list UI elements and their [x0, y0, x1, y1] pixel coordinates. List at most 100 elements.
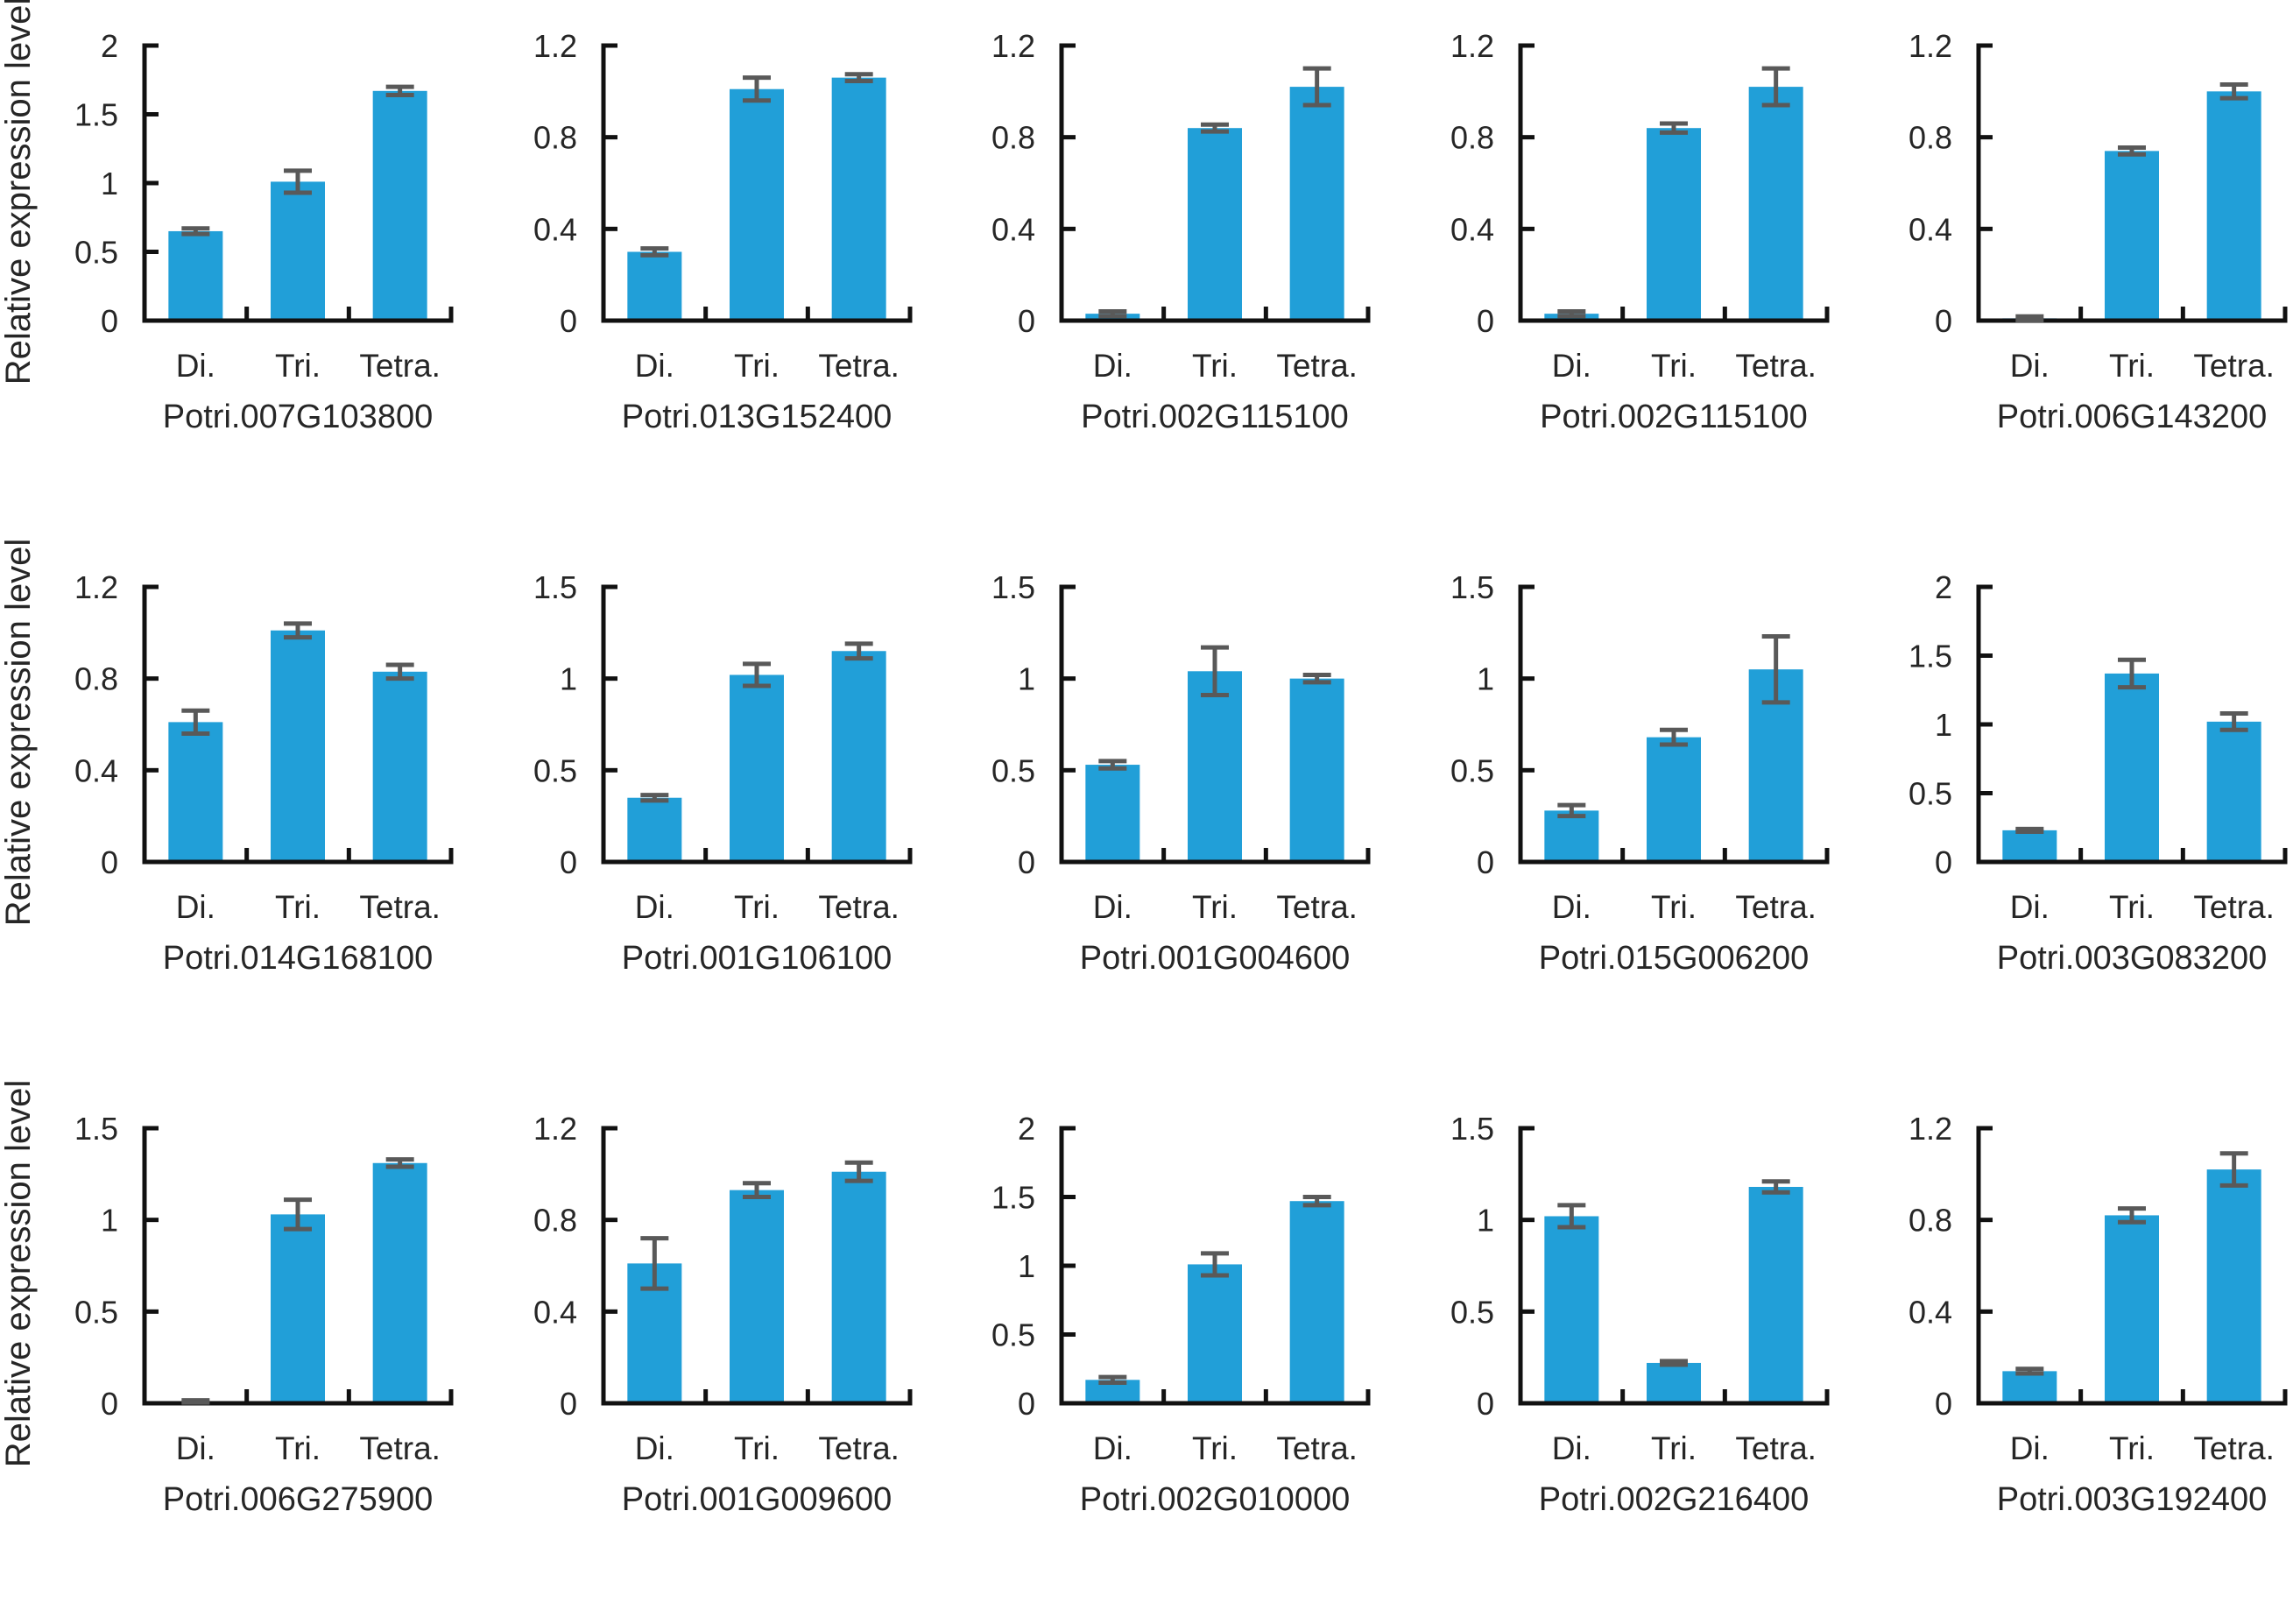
- gene-label: Potri.001G004600: [1080, 940, 1350, 977]
- y-tick-label: 0: [1018, 303, 1035, 339]
- gene-label: Potri.003G192400: [1997, 1481, 2267, 1518]
- subplot-r2c2: 0 0.5 1 1.5 Di. Tri. Tetra. Potri.001G106100: [459, 541, 918, 1083]
- bar-di: [168, 230, 223, 321]
- error-bar-di: [1557, 1203, 1586, 1230]
- y-tick-label: 0.8: [533, 1203, 577, 1239]
- chart-canvas: 0 0.4 0.8 1.2 Di. Tri. Tetra. Potri.002G115100: [991, 28, 1371, 435]
- subplot-r2c3: 0 0.5 1 1.5 Di. Tri. Tetra. Potri.001G004600: [917, 541, 1376, 1083]
- y-tick-label: 1.5: [991, 1179, 1035, 1215]
- y-tick-label: 1.5: [1450, 1111, 1494, 1147]
- error-bar-di: [1098, 1374, 1127, 1385]
- bar-tetra: [372, 1162, 427, 1403]
- y-tick-label: 1.2: [1908, 28, 1952, 64]
- bar-tri: [1188, 1264, 1243, 1403]
- x-category-label: Di.: [1093, 889, 1132, 925]
- subplot-r1c4: 0 0.4 0.8 1.2 Di. Tri. Tetra. Potri.002G115100: [1376, 0, 1835, 541]
- x-category-label: Tetra.: [359, 1430, 441, 1466]
- y-tick-label: 0: [1018, 844, 1035, 880]
- y-tick-label: 0.5: [991, 1317, 1035, 1352]
- error-bar-di: [2015, 314, 2044, 322]
- subplot-r3c2: 0 0.4 0.8 1.2 Di. Tri. Tetra. Potri.001G009600: [459, 1083, 918, 1624]
- x-category-label: Tetra.: [1735, 889, 1817, 925]
- bar-tri: [271, 1214, 325, 1403]
- x-category-label: Di.: [634, 1430, 674, 1466]
- x-category-label: Tri.: [1192, 889, 1238, 925]
- bar-tetra: [372, 90, 427, 321]
- y-tick-label: 0.5: [1450, 1294, 1494, 1330]
- error-bar-di: [639, 246, 668, 258]
- error-bar-tri: [1659, 121, 1688, 135]
- x-category-label: Tetra.: [1735, 348, 1817, 384]
- bar-di: [626, 797, 681, 862]
- gene-label: Potri.002G010000: [1080, 1481, 1350, 1518]
- y-tick-label: 0: [101, 844, 118, 880]
- y-tick-label: 1.5: [533, 569, 577, 605]
- y-tick-label: 1.2: [991, 28, 1035, 64]
- subplot-r3c5: 0 0.4 0.8 1.2 Di. Tri. Tetra. Potri.003G192400: [1834, 1083, 2293, 1624]
- error-bar-di: [1557, 309, 1586, 319]
- x-category-label: Tri.: [275, 889, 321, 925]
- y-tick-label: 0: [560, 844, 577, 880]
- y-tick-label: 1: [560, 661, 577, 697]
- error-bar-tri: [2118, 657, 2147, 690]
- y-tick-label: 0.4: [1450, 211, 1494, 247]
- y-tick-label: 0.4: [533, 1294, 577, 1330]
- bar-tri: [729, 88, 784, 321]
- y-tick-label: 1.2: [74, 569, 118, 605]
- y-tick-label: 0.5: [74, 234, 118, 270]
- subplot-r3c4: 0 0.5 1 1.5 Di. Tri. Tetra. Potri.002G216400: [1376, 1083, 1835, 1624]
- x-category-label: Tetra.: [2194, 889, 2275, 925]
- x-category-label: Tri.: [2109, 889, 2155, 925]
- bar-tetra: [1289, 1201, 1344, 1403]
- subplot-r2c1: 0 0.4 0.8 1.2 Di. Tri. Tetra. Potri.014G168100 R…: [0, 539, 459, 1083]
- error-bar-di: [2015, 826, 2044, 834]
- x-category-label: Di.: [634, 348, 674, 384]
- error-bar-tri: [1659, 727, 1688, 747]
- bar-tetra: [831, 77, 886, 321]
- y-tick-label: 1.5: [1908, 638, 1952, 674]
- y-tick-label: 0.8: [533, 120, 577, 156]
- bar-tri: [1188, 128, 1243, 321]
- x-category-label: Di.: [176, 348, 215, 384]
- error-bar-di: [1098, 309, 1127, 319]
- x-category-label: Di.: [176, 1430, 215, 1466]
- error-bar-tri: [742, 661, 771, 688]
- x-category-label: Tri.: [275, 1430, 321, 1466]
- y-tick-label: 0: [1477, 1386, 1494, 1422]
- x-category-label: Di.: [1093, 1430, 1132, 1466]
- error-bar-tetra: [1761, 634, 1790, 705]
- y-tick-label: 0.8: [74, 661, 118, 697]
- chart-canvas: 0 0.5 1 1.5 2 Di. Tri. Tetra. Potri.002G010000: [991, 1111, 1371, 1518]
- error-bar-tetra: [1302, 672, 1331, 685]
- chart-canvas: 0 0.4 0.8 1.2 Di. Tri. Tetra. Potri.001G009600: [533, 1111, 913, 1518]
- y-axis-title: Relative expression level: [0, 0, 38, 385]
- bar-tri: [1646, 128, 1701, 321]
- y-tick-label: 0.4: [74, 752, 118, 788]
- gene-label: Potri.001G009600: [621, 1481, 891, 1518]
- y-tick-label: 1.5: [74, 96, 118, 132]
- x-category-label: Tetra.: [1735, 1430, 1817, 1466]
- y-tick-label: 0: [560, 303, 577, 339]
- bar-di: [1544, 810, 1599, 862]
- x-category-label: Tri.: [2109, 1430, 2155, 1466]
- error-bar-tetra: [385, 662, 414, 681]
- bar-tetra: [831, 651, 886, 862]
- bar-tri: [729, 1190, 784, 1403]
- chart-canvas: 0 0.4 0.8 1.2 Di. Tri. Tetra. Potri.006G143200: [1908, 28, 2288, 435]
- error-bar-tetra: [385, 1157, 414, 1169]
- y-tick-label: 1: [1935, 707, 1952, 743]
- bar-di: [2002, 1371, 2057, 1403]
- x-category-label: Di.: [1551, 348, 1591, 384]
- error-bar-tetra: [2220, 1151, 2249, 1188]
- chart-canvas: 0 0.5 1 1.5 Di. Tri. Tetra. Potri.002G216400: [1450, 1111, 1830, 1518]
- chart-canvas: 0 0.4 0.8 1.2 Di. Tri. Tetra. Potri.014G168100 R…: [0, 539, 454, 977]
- x-category-label: Tri.: [734, 348, 780, 384]
- y-tick-label: 1.2: [533, 1111, 577, 1147]
- x-category-label: Di.: [1551, 1430, 1591, 1466]
- x-category-label: Tetra.: [818, 1430, 900, 1466]
- y-tick-label: 0.8: [991, 120, 1035, 156]
- y-axis-title: Relative expression level: [0, 539, 38, 926]
- chart-canvas: 0 0.5 1 1.5 Di. Tri. Tetra. Potri.001G106100: [533, 569, 913, 977]
- gene-label: Potri.003G083200: [1997, 940, 2267, 977]
- y-tick-label: 0.4: [1908, 211, 1952, 247]
